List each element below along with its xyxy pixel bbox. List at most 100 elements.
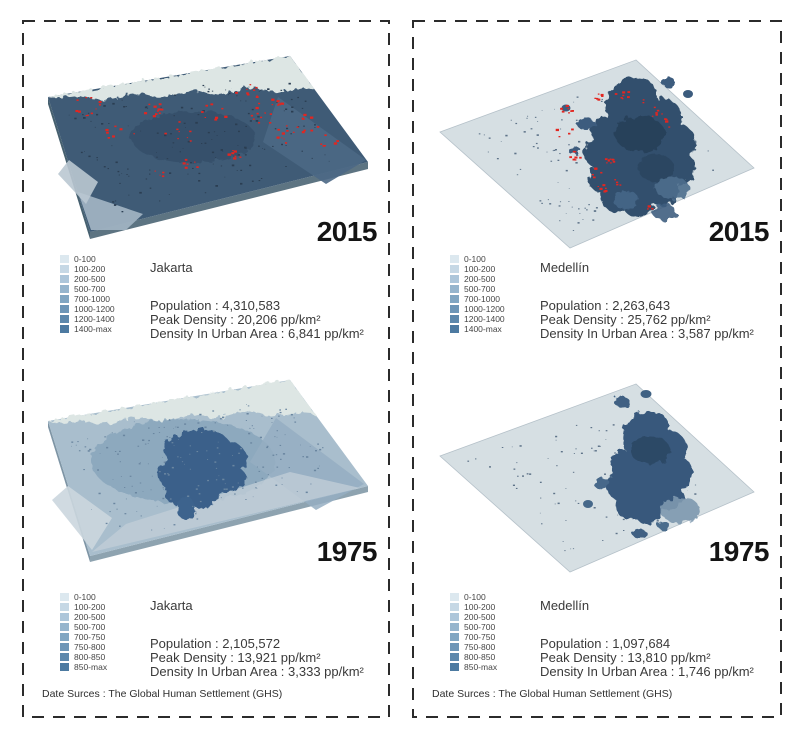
- peak-density-stat: Peak Density : 25,762 pp/km²: [540, 312, 711, 327]
- legend-swatch: [60, 315, 69, 323]
- cluster-core: [630, 436, 670, 464]
- legend-swatch: [450, 623, 459, 631]
- stats-medellin-1975: Medellín Population : 1,097,684 Peak Den…: [540, 598, 770, 679]
- legend-range-label: 700-1000: [74, 294, 110, 304]
- legend-swatch: [60, 255, 69, 263]
- city-name: Jakarta: [150, 260, 193, 275]
- data-source-note: Date Surces : The Global Human Settlemen…: [432, 688, 673, 700]
- new-growth-red-areas: [75, 84, 339, 178]
- legend-row: 1000-1200: [450, 304, 534, 314]
- legend-swatch: [60, 603, 69, 611]
- data-source-note: Date Surces : The Global Human Settlemen…: [42, 688, 283, 700]
- legend-row: 800-850: [450, 652, 534, 662]
- terrain-slab: [48, 380, 368, 562]
- legend-row: 0-100: [60, 254, 144, 264]
- satellite-blob: [583, 500, 593, 508]
- legend-swatch: [450, 663, 459, 671]
- legend-row: 100-200: [60, 264, 144, 274]
- legend-range-label: 0-100: [464, 592, 486, 602]
- satellite-blob: [683, 90, 693, 98]
- legend-swatch: [60, 295, 69, 303]
- sea-area: [48, 380, 315, 424]
- legend-row: 700-750: [60, 632, 144, 642]
- population-stat: Population : 4,310,583: [150, 298, 281, 313]
- legend-row: 200-500: [60, 612, 144, 622]
- legend-swatch: [60, 653, 69, 661]
- south-low-density-band: [92, 472, 360, 552]
- west-terrace: [52, 486, 112, 550]
- legend-swatch: [60, 633, 69, 641]
- map-jakarta-1975: [28, 366, 380, 580]
- density-legend-jakarta-1975: 0-100 100-200 200-500 500-700 700-750 750-800…: [60, 592, 144, 672]
- legend-row: 1400-max: [60, 324, 144, 334]
- legend-row: 100-200: [60, 602, 144, 612]
- panel-jakarta: 2015 0-100 100-200 200-500 500-700 700-1000 1…: [22, 20, 390, 718]
- dense-core-area: [131, 111, 255, 163]
- legend-swatch: [450, 285, 459, 293]
- legend-swatch: [450, 255, 459, 263]
- density-legend-medellin-2015: 0-100 100-200 200-500 500-700 700-1000 1000-1…: [450, 254, 534, 334]
- legend-range-label: 500-700: [74, 622, 106, 632]
- legend-range-label: 850-max: [74, 662, 108, 672]
- legend-range-label: 1400-max: [74, 324, 112, 334]
- stats-jakarta-2015: Jakarta Population : 4,310,583 Peak Dens…: [150, 260, 380, 341]
- legend-row: 100-200: [450, 264, 534, 274]
- cluster-core-south: [638, 154, 674, 182]
- legend-range-label: 100-200: [464, 264, 496, 274]
- legend-range-label: 1200-1400: [74, 314, 115, 324]
- legend-swatch: [450, 325, 459, 333]
- density-legend-jakarta-2015: 0-100 100-200 200-500 500-700 700-1000 1000-1…: [60, 254, 144, 334]
- peak-density-stat: Peak Density : 13,921 pp/km²: [150, 650, 321, 665]
- legend-row: 0-100: [60, 592, 144, 602]
- population-stat: Population : 2,263,643: [540, 298, 671, 313]
- legend-row: 200-500: [60, 274, 144, 284]
- legend-swatch: [450, 305, 459, 313]
- legend-row: 200-500: [450, 274, 534, 284]
- legend-row: 700-1000: [60, 294, 144, 304]
- legend-range-label: 850-max: [464, 662, 498, 672]
- legend-row: 1400-max: [450, 324, 534, 334]
- low-density-plane: [439, 383, 755, 573]
- legend-swatch: [60, 325, 69, 333]
- dashed-border: [22, 20, 390, 718]
- southwest-terrace: [78, 192, 143, 230]
- satellite-blob: [661, 77, 675, 87]
- density-legend-medellin-1975: 0-100 100-200 200-500 500-700 700-750 750-800…: [450, 592, 534, 672]
- texture-speckles: [71, 404, 324, 531]
- year-label-medellin-1975: 1975: [708, 536, 770, 567]
- legend-row: 850-max: [60, 662, 144, 672]
- city-name: Jakarta: [150, 598, 193, 613]
- legend-row: 0-100: [450, 254, 534, 264]
- cluster-fringe: [652, 204, 676, 220]
- urban-density-stat: Density In Urban Area : 6,841 pp/km²: [150, 326, 364, 341]
- cluster-tail: [177, 496, 195, 520]
- terrain-plane: [439, 383, 755, 573]
- stats-medellin-2015: Medellín Population : 2,263,643 Peak Den…: [540, 260, 770, 341]
- legend-range-label: 750-800: [464, 642, 496, 652]
- legend-swatch: [60, 593, 69, 601]
- year-label-jakarta-2015: 2015: [316, 216, 378, 247]
- legend-range-label: 1000-1200: [74, 304, 115, 314]
- legend-swatch: [60, 623, 69, 631]
- satellite-blob: [594, 478, 610, 490]
- high-density-cluster: [606, 410, 694, 524]
- terrain-slab: [48, 56, 368, 239]
- legend-range-label: 1200-1400: [464, 314, 505, 324]
- terrain-plane: [439, 59, 755, 249]
- cluster-core: [615, 116, 665, 152]
- high-density-cluster: [157, 428, 247, 509]
- legend-row: 500-700: [60, 622, 144, 632]
- legend-range-label: 800-850: [464, 652, 496, 662]
- legend-swatch: [450, 613, 459, 621]
- legend-swatch: [60, 663, 69, 671]
- legend-swatch: [450, 593, 459, 601]
- stats-jakarta-1975: Jakarta Population : 2,105,572 Peak Dens…: [150, 598, 380, 679]
- legend-range-label: 750-800: [74, 642, 106, 652]
- legend-row: 100-200: [450, 602, 534, 612]
- cluster-fringe: [613, 191, 639, 209]
- legend-row: 750-800: [60, 642, 144, 652]
- map-medellin-1975: [418, 366, 770, 580]
- satellite-blob: [614, 397, 630, 407]
- legend-swatch: [60, 305, 69, 313]
